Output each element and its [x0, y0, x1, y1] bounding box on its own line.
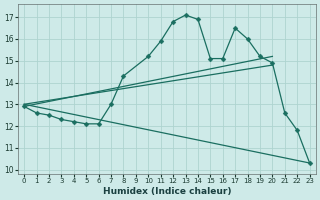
X-axis label: Humidex (Indice chaleur): Humidex (Indice chaleur) — [103, 187, 231, 196]
